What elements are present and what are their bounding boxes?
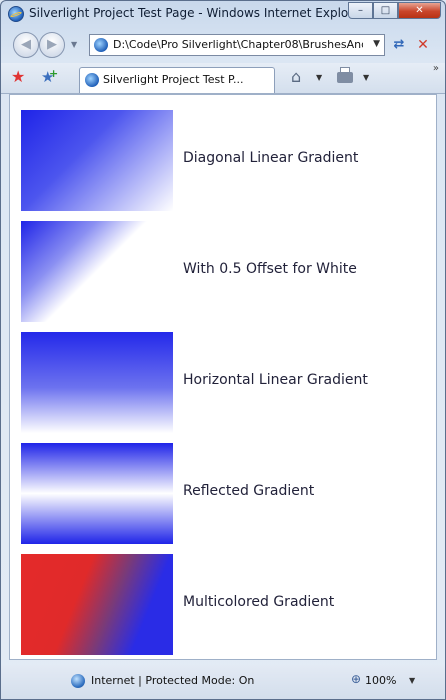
print-icon[interactable]	[337, 67, 353, 83]
diagonal-gradient-swatch	[21, 110, 173, 211]
gradient-label: Multicolored Gradient	[183, 594, 335, 610]
recent-pages-dropdown-icon[interactable]: ▼	[71, 40, 78, 49]
address-bar[interactable]: D:\Code\Pro Silverlight\Chapter08\Brushe…	[89, 34, 385, 56]
zoom-icon[interactable]: ⊕	[351, 672, 362, 686]
gradient-row: Multicolored Gradient	[21, 554, 429, 656]
gradient-row: Horizontal Linear Gradient	[21, 332, 429, 434]
gradient-row: Diagonal Linear Gradient	[21, 110, 429, 212]
print-dropdown-icon[interactable]: ▼	[363, 73, 370, 82]
refresh-button[interactable]: ⇄	[393, 37, 405, 52]
tab-page-icon	[85, 73, 99, 87]
navigation-bar: ◀ ▶ ▼ D:\Code\Pro Silverlight\Chapter08\…	[1, 27, 445, 63]
gradient-label: Reflected Gradient	[183, 483, 315, 499]
internet-explorer-icon	[8, 6, 24, 22]
gradient-row: Reflected Gradient	[21, 443, 429, 545]
title-bar[interactable]: Silverlight Project Test Page - Windows …	[1, 1, 445, 27]
reflected-gradient-swatch	[21, 443, 173, 544]
address-text[interactable]: D:\Code\Pro Silverlight\Chapter08\Brushe…	[113, 38, 363, 51]
stop-button[interactable]: ✕	[417, 37, 429, 53]
favorites-star-icon[interactable]: ★	[11, 67, 26, 86]
horizontal-gradient-swatch	[21, 332, 173, 433]
status-bar: Internet | Protected Mode: On ⊕ 100% ▼	[1, 665, 445, 699]
home-icon[interactable]: ⌂	[291, 67, 302, 86]
maximize-button[interactable]: □	[373, 2, 398, 19]
close-button[interactable]: ✕	[398, 2, 441, 19]
window-title: Silverlight Project Test Page - Windows …	[29, 6, 366, 20]
gradient-label: Diagonal Linear Gradient	[183, 150, 359, 166]
offset-gradient-swatch	[21, 221, 173, 322]
internet-zone-globe-icon	[71, 674, 85, 688]
page-content: Diagonal Linear Gradient With 0.5 Offset…	[9, 94, 437, 660]
security-zone-status[interactable]: Internet | Protected Mode: On	[91, 674, 255, 687]
window-controls: – □ ✕	[348, 2, 441, 19]
zoom-dropdown-icon[interactable]: ▼	[409, 676, 416, 685]
minimize-button[interactable]: –	[348, 2, 373, 19]
gradient-row: With 0.5 Offset for White	[21, 221, 429, 323]
home-dropdown-icon[interactable]: ▼	[316, 73, 323, 82]
gradient-label: Horizontal Linear Gradient	[183, 372, 368, 388]
multicolored-gradient-swatch	[21, 554, 173, 655]
forward-button[interactable]: ▶	[39, 32, 65, 58]
back-button[interactable]: ◀	[13, 32, 39, 58]
address-dropdown-icon[interactable]: ▼	[373, 39, 380, 49]
zoom-level[interactable]: 100%	[365, 674, 397, 687]
tab-silverlight-test-page[interactable]: Silverlight Project Test P...	[79, 67, 275, 93]
toolbar-overflow-chevron-icon[interactable]: »	[432, 63, 439, 74]
gradient-label: With 0.5 Offset for White	[183, 261, 357, 277]
page-icon	[94, 38, 108, 52]
command-bar: ★ ★ Silverlight Project Test P... ⌂ ▼ ▼ …	[1, 63, 445, 94]
tab-label: Silverlight Project Test P...	[103, 73, 244, 86]
add-to-favorites-icon[interactable]: ★	[41, 65, 59, 86]
